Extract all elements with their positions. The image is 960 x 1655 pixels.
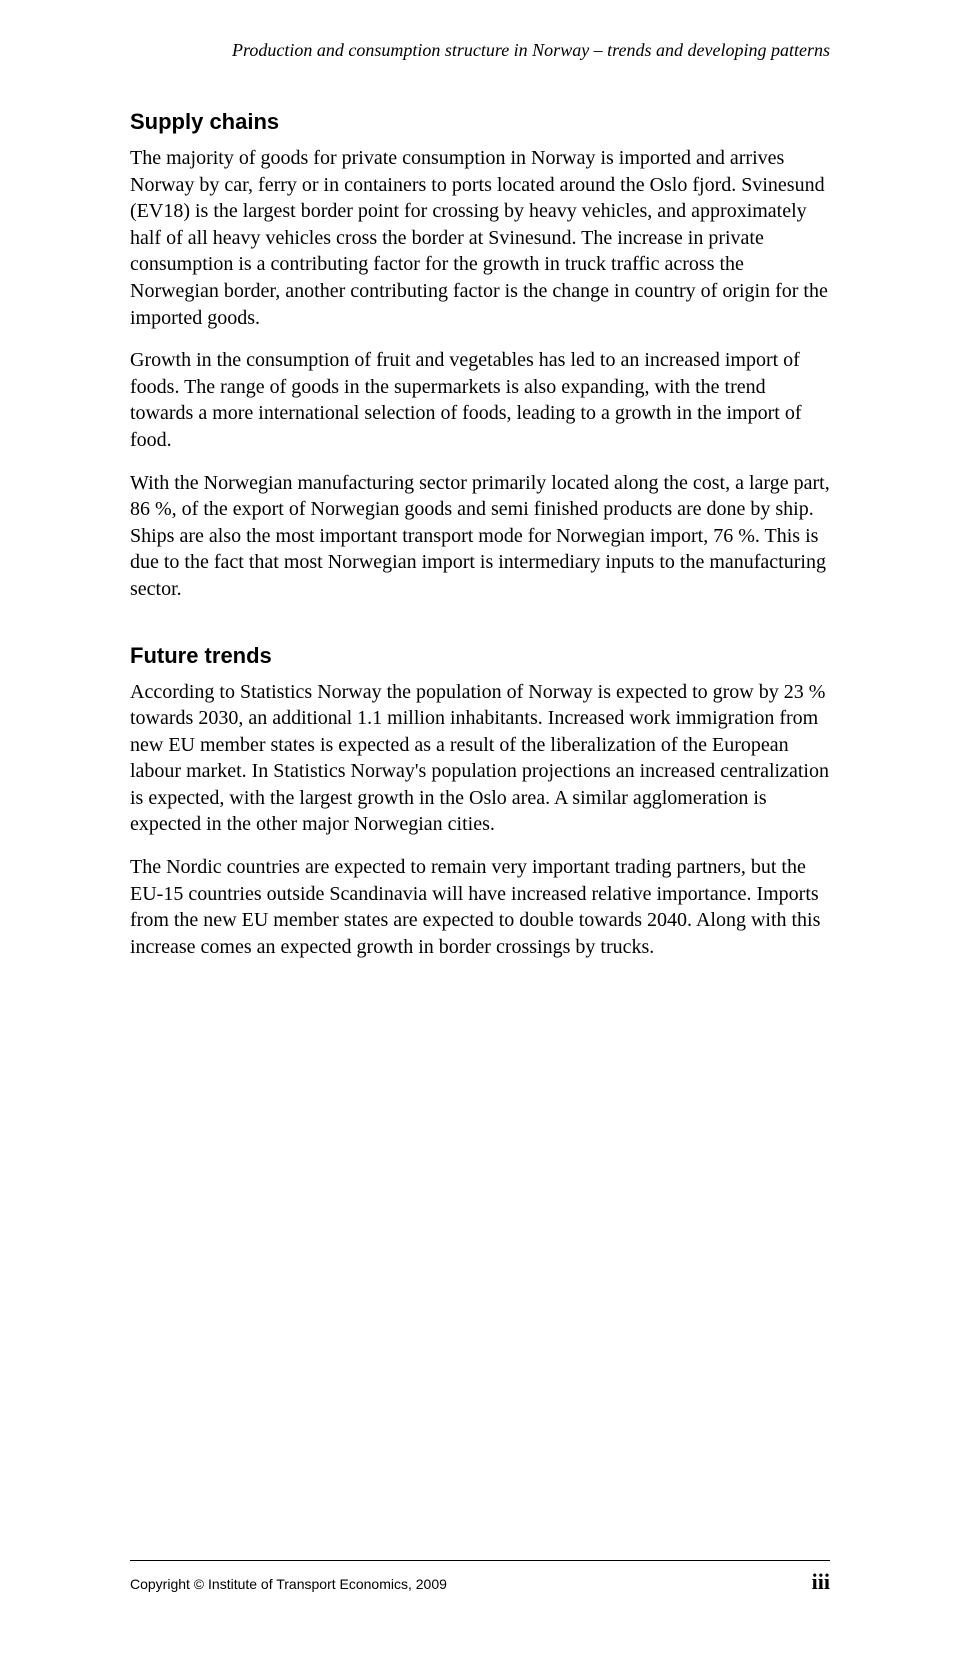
section-spacer [130,619,830,643]
page-content: Production and consumption structure in … [130,40,830,1560]
running-header: Production and consumption structure in … [130,40,830,61]
section-heading-future-trends: Future trends [130,643,830,669]
page-footer: Copyright © Institute of Transport Econo… [130,1560,830,1595]
body-paragraph: According to Statistics Norway the popul… [130,679,830,839]
footer-copyright: Copyright © Institute of Transport Econo… [130,1576,447,1592]
body-paragraph: Growth in the consumption of fruit and v… [130,347,830,453]
body-paragraph: With the Norwegian manufacturing sector … [130,470,830,603]
document-page: Production and consumption structure in … [0,0,960,1655]
body-paragraph: The Nordic countries are expected to rem… [130,854,830,960]
footer-page-number: iii [812,1569,830,1595]
section-heading-supply-chains: Supply chains [130,109,830,135]
body-paragraph: The majority of goods for private consum… [130,145,830,331]
